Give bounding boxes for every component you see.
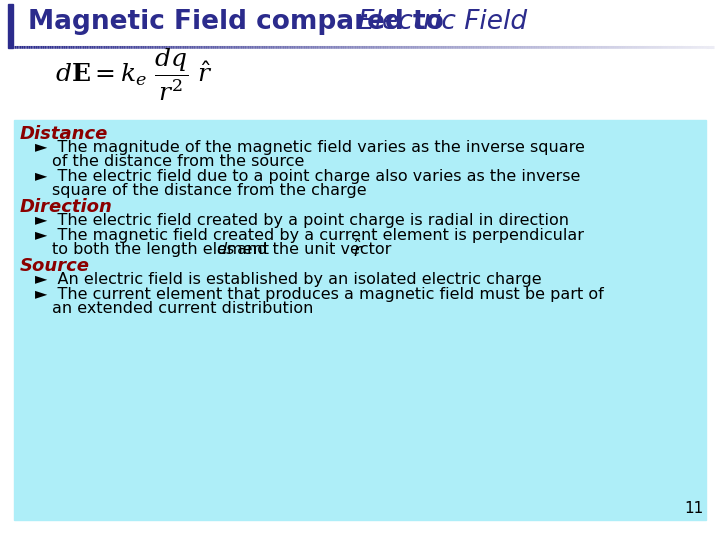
Bar xyxy=(14,49,706,115)
Text: Electric Field: Electric Field xyxy=(358,9,527,35)
Text: 11: 11 xyxy=(685,501,704,516)
Text: ►  An electric field is established by an isolated electric charge: ► An electric field is established by an… xyxy=(35,272,541,287)
Bar xyxy=(14,120,706,520)
Text: ►  The magnitude of the magnetic field varies as the inverse square: ► The magnitude of the magnetic field va… xyxy=(35,140,585,155)
Text: an extended current distribution: an extended current distribution xyxy=(52,301,313,316)
Text: of the distance from the source: of the distance from the source xyxy=(52,154,305,169)
Text: $\hat{r}$: $\hat{r}$ xyxy=(353,239,363,261)
Text: Distance: Distance xyxy=(20,125,109,143)
Text: square of the distance from the charge: square of the distance from the charge xyxy=(52,183,366,198)
Text: ►  The current element that produces a magnetic field must be part of: ► The current element that produces a ma… xyxy=(35,287,604,302)
Text: $d\mathbf{E} = k_e\ \dfrac{dq}{r^2}\ \hat{r}$: $d\mathbf{E} = k_e\ \dfrac{dq}{r^2}\ \ha… xyxy=(55,47,213,103)
Text: Magnetic Field compared to: Magnetic Field compared to xyxy=(28,9,453,35)
Text: ds: ds xyxy=(216,242,235,257)
Text: ►  The magnetic field created by a current element is perpendicular: ► The magnetic field created by a curren… xyxy=(35,228,584,243)
Text: Source: Source xyxy=(20,257,90,275)
Bar xyxy=(8,4,13,48)
Text: Direction: Direction xyxy=(20,198,113,216)
Text: and the unit vector: and the unit vector xyxy=(232,242,397,257)
Text: to both the length element: to both the length element xyxy=(52,242,274,257)
Text: ►  The electric field created by a point charge is radial in direction: ► The electric field created by a point … xyxy=(35,213,569,228)
Text: ►  The electric field due to a point charge also varies as the inverse: ► The electric field due to a point char… xyxy=(35,169,580,184)
